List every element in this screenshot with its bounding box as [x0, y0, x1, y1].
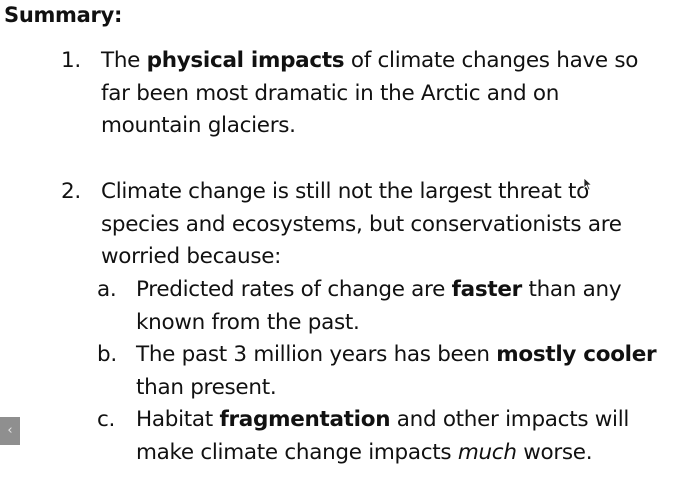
text-run: The [101, 48, 147, 73]
sub-item-text: Habitat fragmentation and other impacts … [136, 404, 675, 469]
list-item-text: Climate change is still not the largest … [101, 176, 671, 274]
text-run: than any [521, 277, 622, 302]
text-run: worse. [516, 439, 593, 465]
text-run: Habitat [136, 407, 220, 432]
sub-item-text: The past 3 million years has been mostly… [136, 339, 675, 404]
text-run: Predicted rates of change are [136, 277, 452, 302]
sub-item-letter: a. [97, 277, 117, 302]
list-item-line: worried because: [101, 244, 282, 269]
list-item-line: The physical impacts of climate changes … [101, 45, 671, 78]
italic-text: much [457, 439, 517, 465]
list-item-number: 1. [61, 48, 81, 73]
previous-slide-button[interactable]: ‹ [0, 417, 20, 445]
sub-item-line: Predicted rates of change are faster tha… [136, 274, 675, 307]
sub-item-line: make climate change impacts much worse. [136, 437, 675, 470]
text-run: and other impacts will [390, 407, 630, 432]
list-item-number: 2. [61, 179, 81, 204]
mouse-cursor-icon [583, 177, 593, 191]
text-run: of climate changes have so [344, 48, 639, 73]
list-item-text: The physical impacts of climate changes … [101, 45, 671, 143]
summary-heading: Summary: [4, 3, 123, 27]
bold-text: physical impacts [146, 48, 345, 73]
list-item-line: species and ecosystems, but conservation… [101, 211, 622, 237]
sub-item-line: The past 3 million years has been mostly… [136, 339, 675, 372]
list-item-line: far been most dramatic in the Arctic and… [101, 80, 560, 106]
bold-text: faster [451, 277, 523, 302]
list-item-line: Climate change is still not the largest … [101, 179, 590, 204]
list-item-line: mountain glaciers. [101, 113, 296, 138]
sub-item-line: Habitat fragmentation and other impacts … [136, 404, 675, 437]
sub-item-text: Predicted rates of change are faster tha… [136, 274, 675, 339]
text-run: The past 3 million years has been [136, 342, 497, 367]
sub-item-letter: c. [97, 407, 116, 432]
sub-item-line: known from the past. [136, 309, 360, 335]
chevron-left-icon: ‹ [7, 423, 13, 438]
text-run: make climate change impacts [136, 439, 458, 465]
sub-item-line: than present. [136, 374, 277, 400]
sub-item-letter: b. [97, 342, 117, 367]
bold-text: mostly cooler [496, 342, 657, 367]
bold-text: fragmentation [219, 407, 391, 432]
